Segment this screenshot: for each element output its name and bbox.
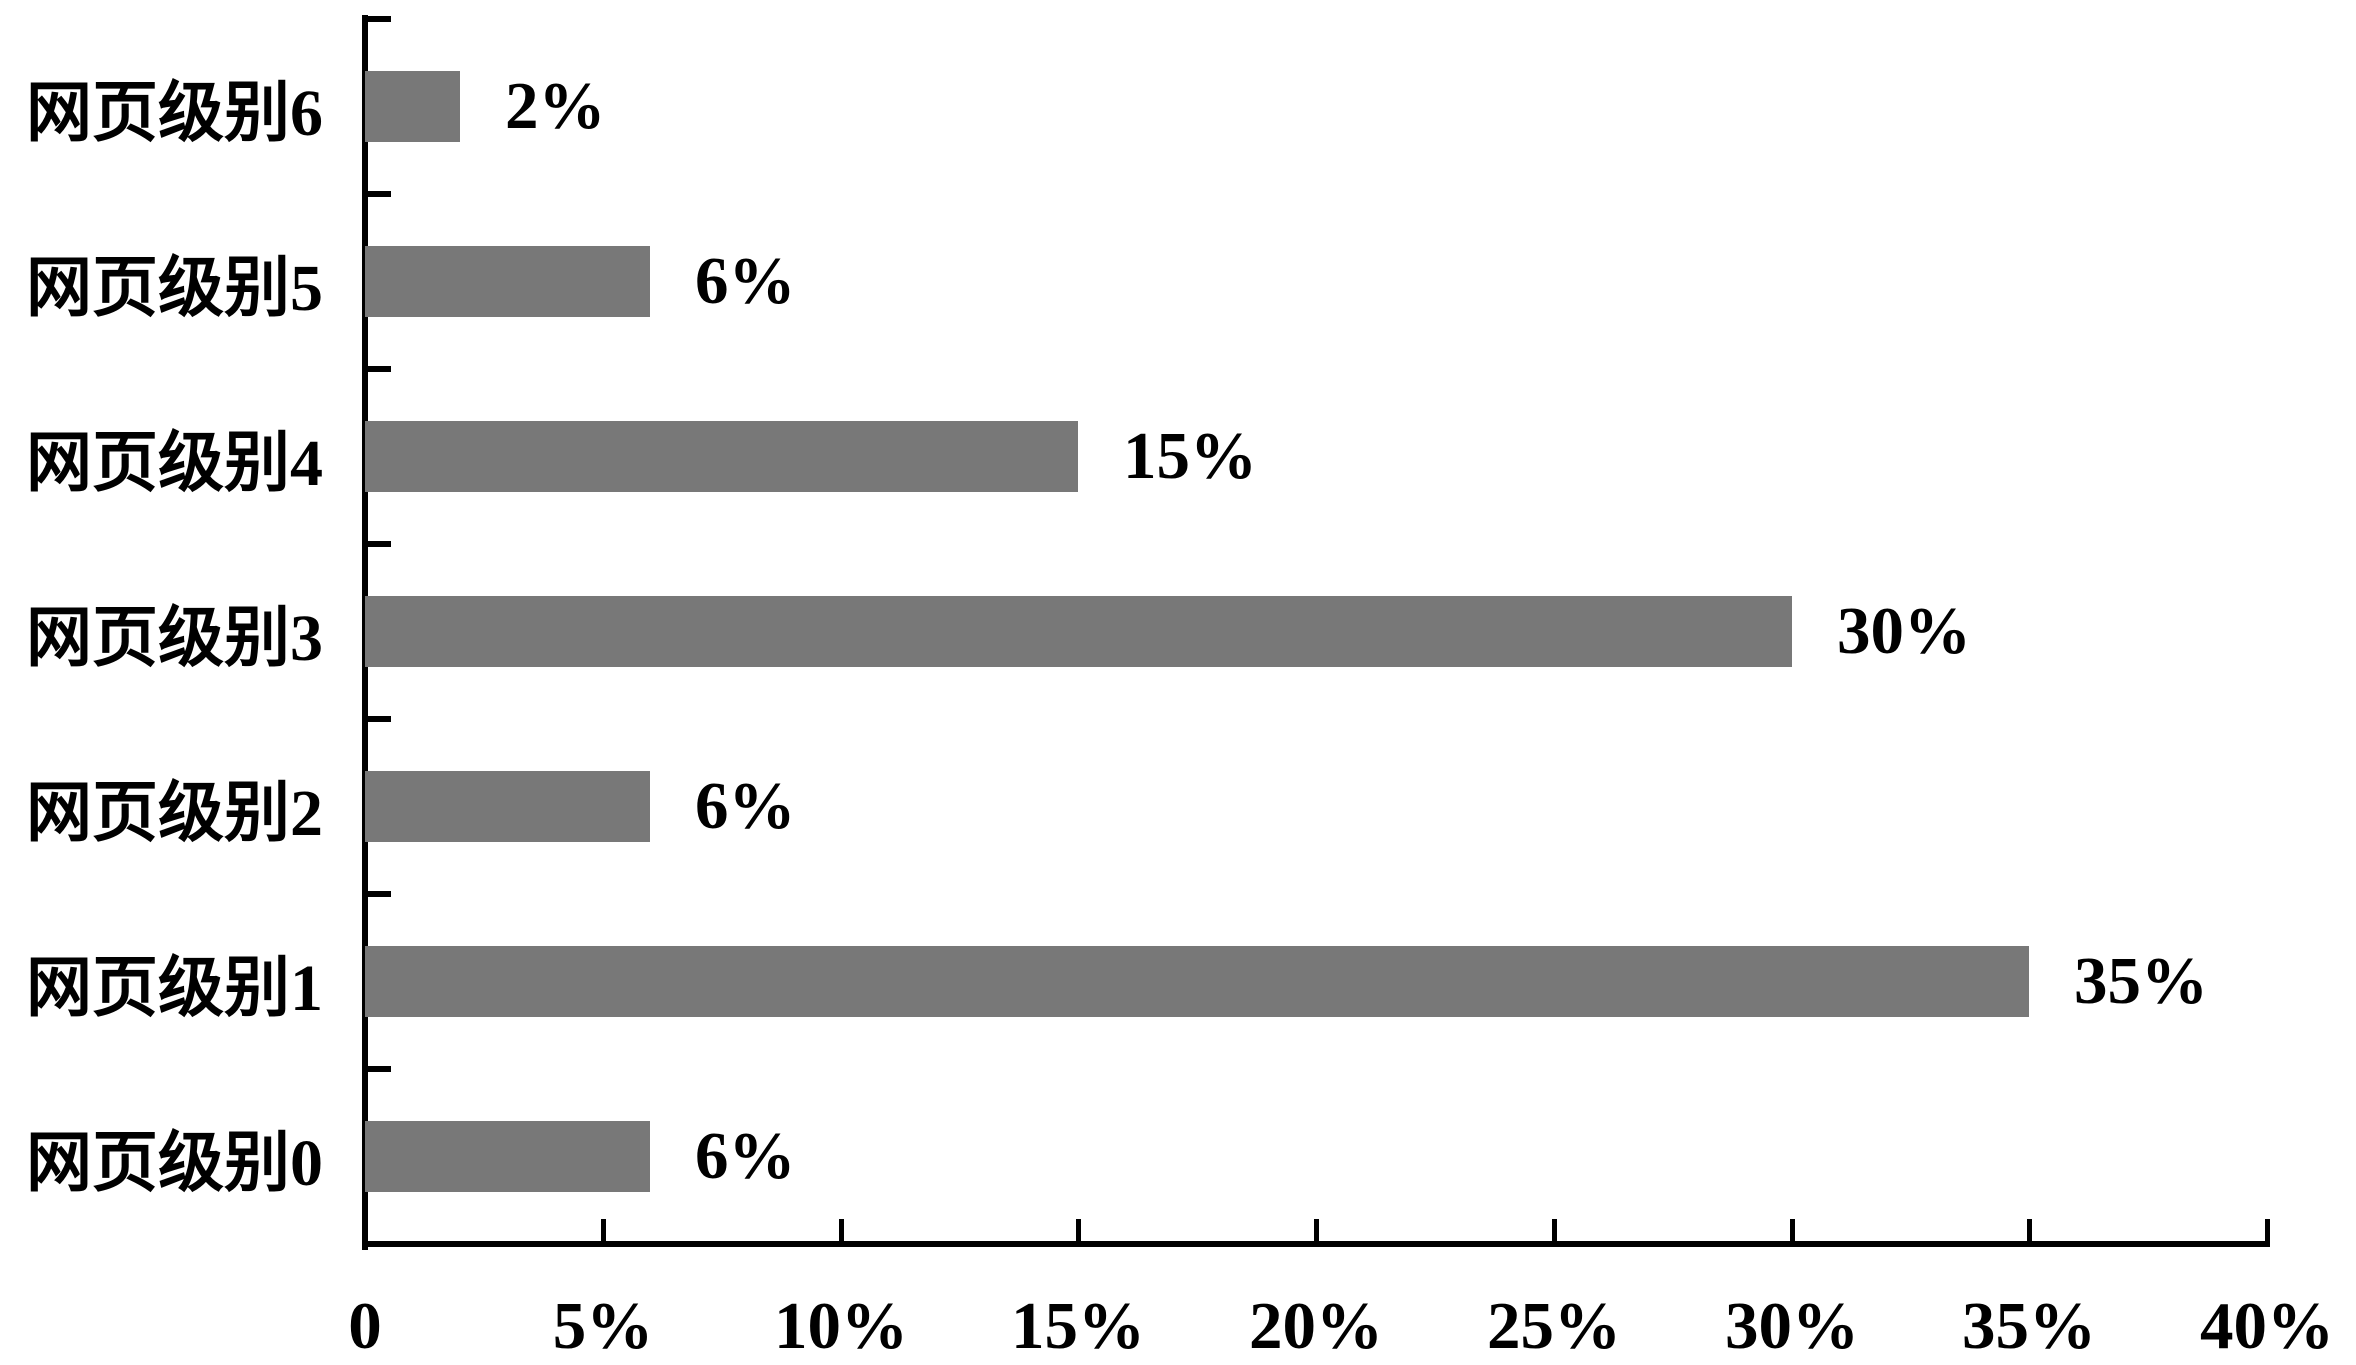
x-tick	[2265, 1219, 2270, 1241]
y-tick	[365, 541, 391, 547]
y-tick	[365, 191, 391, 197]
value-label: 15%	[1123, 419, 1257, 493]
bar	[365, 246, 650, 317]
x-tick-label: 25%	[1487, 1289, 1621, 1363]
x-tick	[1076, 1219, 1081, 1241]
y-tick	[365, 891, 391, 897]
y-tick	[365, 716, 391, 722]
x-tick	[1790, 1219, 1795, 1241]
x-tick-label: 40%	[2200, 1289, 2334, 1363]
y-tick	[365, 1066, 391, 1072]
value-label: 35%	[2074, 944, 2208, 1018]
x-tick	[1552, 1219, 1557, 1241]
x-tick-label: 35%	[1962, 1289, 2096, 1363]
y-tick	[365, 16, 391, 22]
bar	[365, 421, 1078, 492]
x-axis	[362, 1241, 2270, 1247]
category-label: 网页级别4	[26, 426, 323, 500]
x-tick-label: 0	[348, 1289, 382, 1363]
x-tick-label: 10%	[774, 1289, 908, 1363]
bar	[365, 71, 460, 142]
category-label: 网页级别0	[26, 1126, 323, 1200]
x-tick	[839, 1219, 844, 1241]
bar	[365, 1121, 650, 1192]
y-tick	[365, 366, 391, 372]
bar	[365, 596, 1792, 667]
x-tick-label: 20%	[1249, 1289, 1383, 1363]
x-tick-label: 5%	[552, 1289, 654, 1363]
bar	[365, 946, 2029, 1017]
x-tick	[1314, 1219, 1319, 1241]
value-label: 6%	[695, 1119, 796, 1193]
x-tick-label: 15%	[1011, 1289, 1145, 1363]
value-label: 30%	[1837, 594, 1971, 668]
category-label: 网页级别5	[26, 251, 323, 325]
x-tick	[601, 1219, 606, 1241]
category-label: 网页级别1	[26, 951, 323, 1025]
x-tick	[2027, 1219, 2032, 1241]
value-label: 2%	[505, 69, 606, 143]
category-label: 网页级别6	[26, 76, 323, 150]
value-label: 6%	[695, 244, 796, 318]
x-tick-label: 30%	[1725, 1289, 1859, 1363]
category-label: 网页级别2	[26, 776, 323, 850]
value-label: 6%	[695, 769, 796, 843]
category-label: 网页级别3	[26, 601, 323, 675]
bar	[365, 771, 650, 842]
